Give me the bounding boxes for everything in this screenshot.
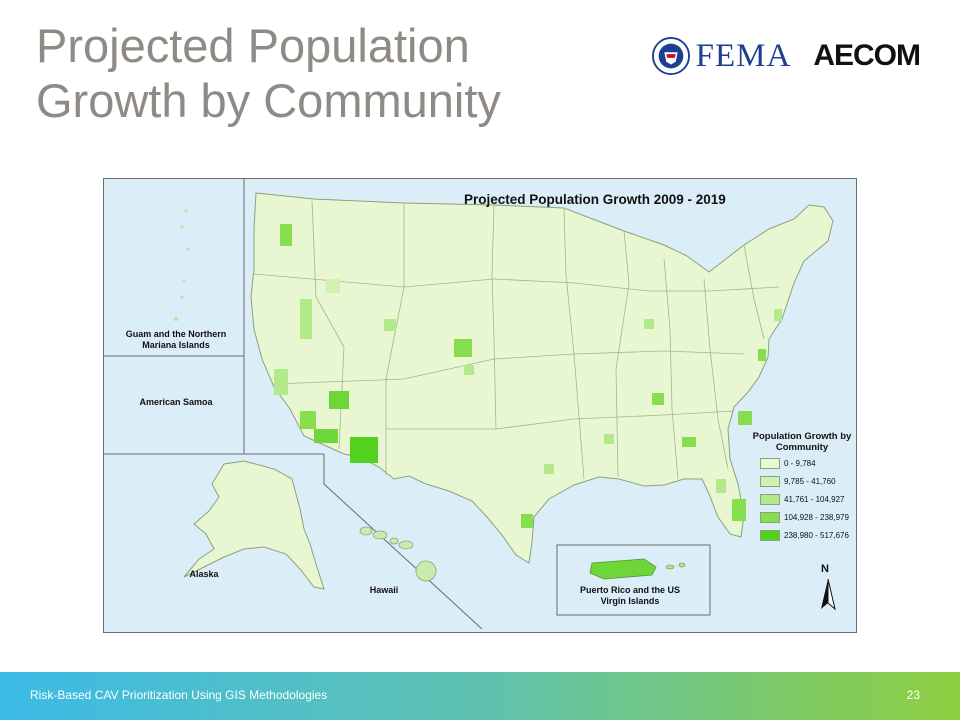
alaska-landmass <box>183 460 325 590</box>
hawaii-islands <box>359 526 437 582</box>
legend-swatch <box>760 529 780 541</box>
fema-wordmark: FEMA <box>695 37 792 74</box>
legend-swatch <box>760 457 780 469</box>
legend-item: 9,785 - 41,760 <box>760 473 852 489</box>
legend-item: 238,980 - 517,676 <box>760 527 852 543</box>
population-growth-map <box>104 179 834 630</box>
legend-label: 0 - 9,784 <box>784 458 816 468</box>
legend-label: 41,761 - 104,927 <box>784 494 845 504</box>
dhs-seal-icon <box>651 37 690 75</box>
legend-label: 104,928 - 238,979 <box>784 512 849 522</box>
legend-swatch <box>760 511 780 523</box>
guam-islands <box>174 209 190 321</box>
legend-label: 9,785 - 41,760 <box>784 476 836 486</box>
hawaii-label: Hawaii <box>369 585 399 595</box>
north-arrow: N <box>816 563 840 613</box>
growth-clusters <box>274 224 782 528</box>
page-number: 23 <box>906 688 920 702</box>
map-title: Projected Population Growth 2009 - 2019 <box>464 192 726 207</box>
north-arrow-label: N <box>821 563 829 575</box>
legend-item: 0 - 9,784 <box>760 455 852 471</box>
footer-bar: Risk-Based CAV Prioritization Using GIS … <box>0 672 960 720</box>
fema-logo: FEMA <box>651 37 792 75</box>
samoa-label: American Samoa <box>139 397 213 407</box>
legend-item: 41,761 - 104,927 <box>760 491 852 507</box>
legend-label: 238,980 - 517,676 <box>784 530 849 540</box>
logos: FEMA AECOM <box>651 34 921 78</box>
north-arrow-icon <box>821 578 836 611</box>
aecom-logo: AECOM <box>813 39 921 72</box>
legend: Population Growth by Community 0 - 9,784… <box>753 431 852 543</box>
alaska-label: Alaska <box>189 569 219 579</box>
legend-swatch <box>760 493 780 505</box>
legend-swatch <box>760 475 780 487</box>
map-frame: Projected Population Growth 2009 - 2019 … <box>103 178 857 633</box>
legend-title: Population Growth by Community <box>752 431 852 453</box>
puerto-rico-label: Puerto Rico and the US Virgin Islands <box>579 585 680 606</box>
legend-item: 104,928 - 238,979 <box>760 509 852 525</box>
footer-text: Risk-Based CAV Prioritization Using GIS … <box>30 688 328 702</box>
puerto-rico-landmass <box>589 558 657 580</box>
slide-title: Projected Population Growth by Community <box>36 19 501 127</box>
guam-label: Guam and the Northern Mariana Islands <box>125 329 227 350</box>
